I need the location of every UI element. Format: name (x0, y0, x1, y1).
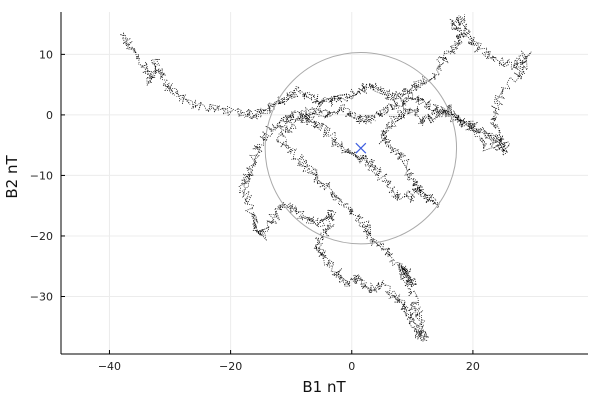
y-tick-label: −20 (30, 230, 53, 243)
x-tick-label: 0 (348, 360, 355, 373)
reference-circle (264, 51, 458, 245)
x-tick-label: 20 (466, 360, 480, 373)
y-tick-label: 10 (39, 48, 53, 61)
trace-path (119, 14, 532, 342)
trajectory-trace (119, 14, 532, 342)
y-tick-label: 0 (46, 109, 53, 122)
center-x-marker (355, 142, 367, 154)
tick-labels: −40 −20 0 20 −30 −20 −10 0 10 (30, 48, 480, 373)
grid-lines (61, 12, 588, 354)
x-axis-label: B1 nT (302, 378, 346, 396)
axes (60, 12, 588, 355)
y-axis-label: B2 nT (3, 155, 21, 199)
marker-stroke (355, 142, 367, 154)
x-tick-label: −20 (219, 360, 242, 373)
x-tick-label: −40 (98, 360, 121, 373)
y-tick-label: −30 (30, 290, 53, 303)
y-tick-label: −10 (30, 169, 53, 182)
